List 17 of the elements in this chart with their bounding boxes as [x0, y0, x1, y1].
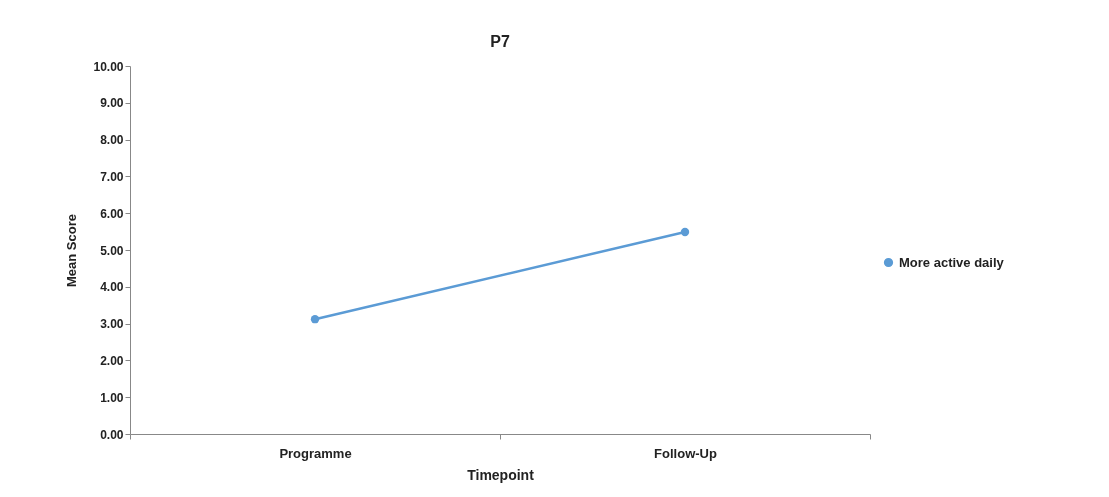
y-tick-label: 4.00	[100, 280, 124, 295]
y-tick-label: 9.00	[100, 96, 124, 111]
y-tick-label: 0.00	[100, 427, 124, 442]
y-tick-label: 7.00	[100, 169, 124, 184]
chart-title: P7	[490, 33, 510, 50]
y-tick-label: 10.00	[93, 59, 124, 74]
legend-label: More active daily	[899, 254, 1005, 270]
y-tick-label: 1.00	[100, 390, 124, 405]
y-tick-label: 3.00	[100, 317, 124, 332]
y-tick-label: 2.00	[100, 353, 124, 368]
y-tick-label: 8.00	[100, 133, 124, 148]
y-axis-title: Mean Score	[64, 214, 80, 287]
y-tick-label: 6.00	[100, 206, 124, 221]
x-axis-title: Timepoint	[467, 466, 535, 483]
x-tick-label: Programme	[279, 445, 352, 461]
x-tick-label: Follow-Up	[654, 445, 717, 461]
y-tick-label: 5.00	[100, 243, 124, 258]
